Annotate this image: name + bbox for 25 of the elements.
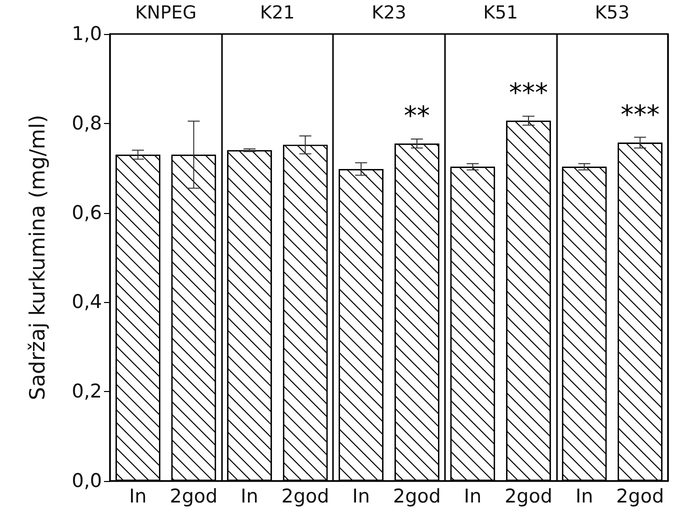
text: K23	[372, 2, 406, 24]
y-tick-label: 0,0	[72, 470, 102, 492]
y-tick-label: 0,8	[72, 112, 102, 134]
x-tick-label: 2god	[616, 486, 664, 508]
text: KNPEG	[135, 2, 197, 24]
y-tick-label: 0,4	[72, 291, 102, 314]
y-tick-label: 0,6	[72, 202, 102, 224]
data-label: ***	[509, 78, 548, 109]
x-tick-label: 2god	[281, 486, 330, 508]
y-tick-label: 0,2	[72, 380, 102, 403]
x-tick-label: 2god	[170, 486, 218, 508]
x-tick-label: In	[352, 486, 370, 508]
x-tick-label: 2god	[392, 486, 441, 508]
y-axis-title: Sadržaj kurkumina (mg/ml)	[26, 114, 50, 400]
data-label: **	[404, 102, 430, 132]
x-tick-label: In	[575, 486, 594, 508]
text: K51	[483, 2, 518, 24]
x-tick-label: In	[464, 486, 482, 508]
x-tick-label: In	[240, 486, 258, 508]
text: K53	[594, 2, 630, 24]
y-tick-label: 1,0	[72, 23, 102, 45]
data-label: ***	[620, 100, 660, 131]
x-tick-label: 2god	[504, 486, 552, 508]
x-tick-label: In	[129, 486, 147, 508]
text: K21	[260, 2, 295, 24]
